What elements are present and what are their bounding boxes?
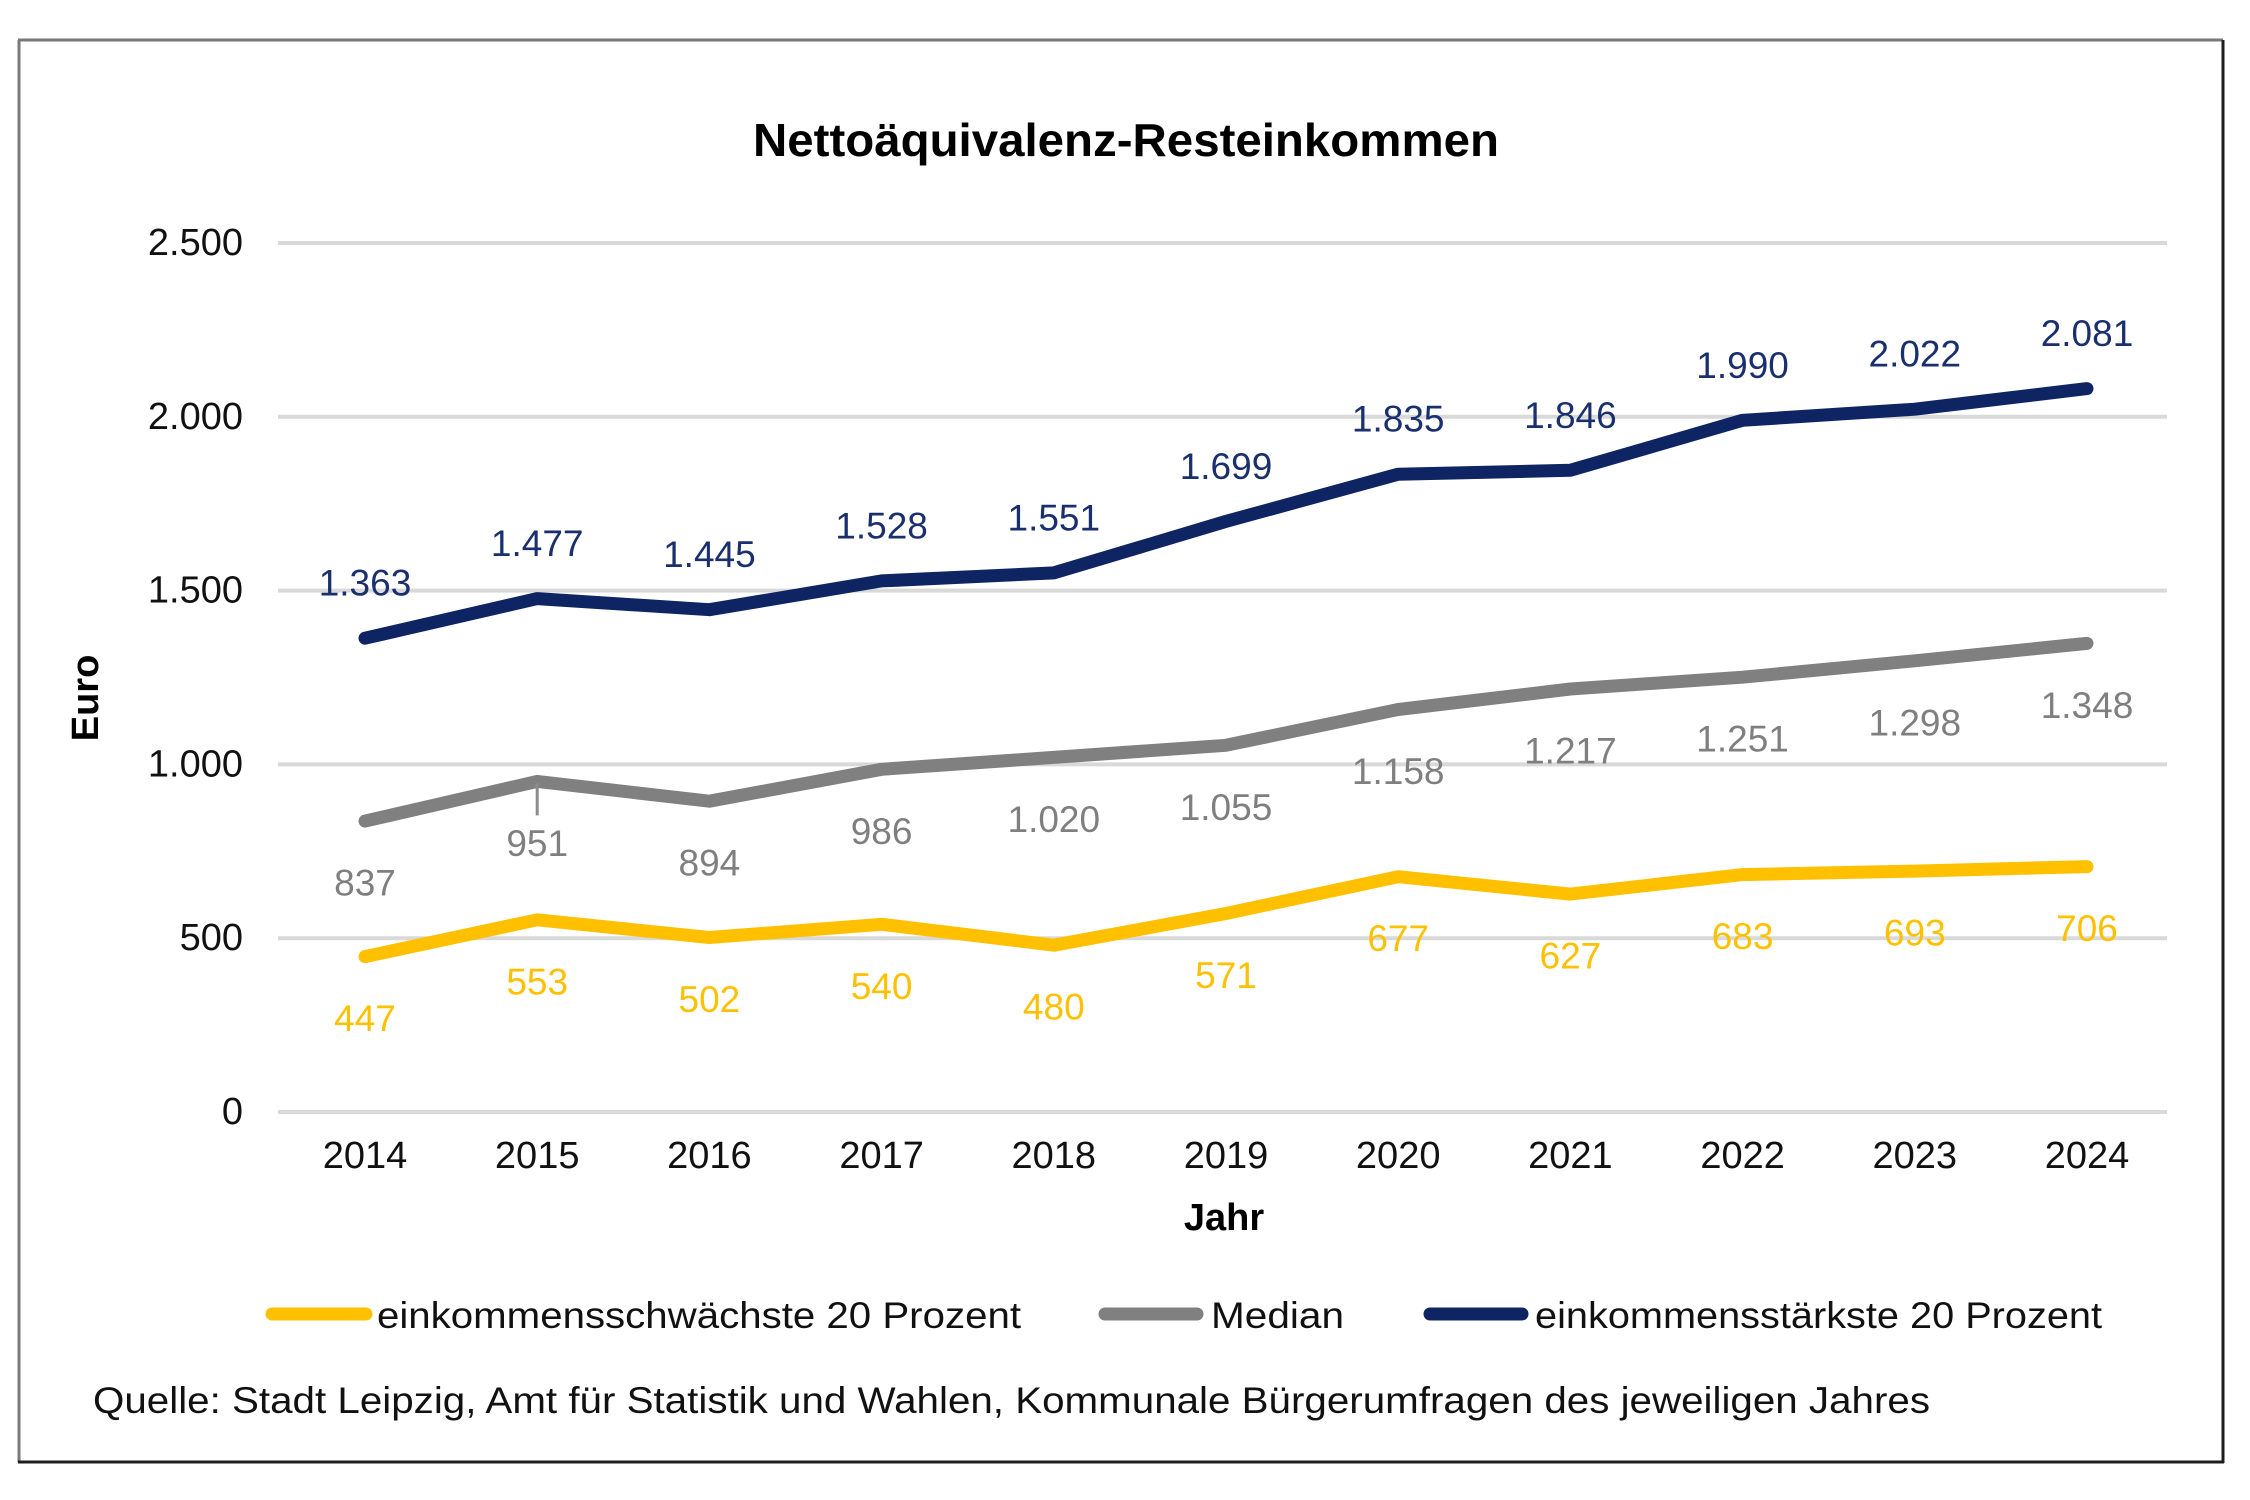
data-label-median: 1.298	[1869, 702, 1962, 743]
x-tick-label: 2021	[1528, 1135, 1613, 1177]
legend-label-median: Median	[1211, 1295, 1344, 1336]
data-label-median: 1.158	[1352, 751, 1445, 792]
x-tick-label: 2014	[323, 1135, 408, 1177]
data-label-lowest-20: 706	[2056, 908, 2118, 949]
x-tick-label: 2016	[667, 1135, 752, 1177]
data-label-highest-20: 2.081	[2041, 313, 2134, 354]
data-label-median: 1.055	[1180, 787, 1273, 828]
data-label-highest-20: 1.477	[491, 523, 584, 564]
legend: einkommensschwächste 20 Prozent Median e…	[265, 1295, 2103, 1336]
y-tick-label: 1.500	[148, 570, 243, 612]
data-label-lowest-20: 677	[1367, 918, 1429, 959]
y-axis-title: Euro	[65, 655, 107, 742]
x-tick-label: 2015	[495, 1135, 580, 1177]
legend-label-highest-20: einkommensstärkste 20 Prozent	[1535, 1295, 2103, 1336]
y-axis-tick-labels: 0 500 1.000 1.500 2.000 2.500	[148, 222, 243, 1133]
data-label-median: 1.217	[1524, 730, 1617, 771]
data-label-highest-20: 1.846	[1524, 395, 1617, 436]
data-label-highest-20: 1.990	[1696, 345, 1789, 386]
data-label-lowest-20: 571	[1195, 955, 1257, 996]
data-label-highest-20: 1.835	[1352, 399, 1445, 440]
x-tick-label: 2023	[1873, 1135, 1958, 1177]
data-label-median: 1.251	[1696, 719, 1789, 760]
data-label-median: 986	[851, 811, 913, 852]
y-tick-label: 500	[180, 917, 243, 959]
series-lines	[358, 382, 2094, 964]
y-tick-label: 1.000	[148, 743, 243, 785]
data-label-lowest-20: 447	[334, 998, 396, 1039]
data-label-lowest-20: 540	[851, 966, 913, 1007]
data-label-median: 894	[679, 843, 741, 884]
data-label-lowest-20: 480	[1023, 987, 1085, 1028]
data-label-highest-20: 1.551	[1008, 497, 1101, 538]
legend-item-highest-20[interactable]: einkommensstärkste 20 Prozent	[1423, 1295, 2103, 1336]
legend-item-median[interactable]: Median	[1098, 1295, 1344, 1336]
data-label-median: 951	[506, 823, 568, 864]
data-label-median: 1.020	[1008, 799, 1101, 840]
data-label-highest-20: 1.699	[1180, 446, 1273, 487]
x-tick-label: 2020	[1356, 1135, 1441, 1177]
data-label-median: 837	[334, 863, 396, 904]
data-label-highest-20: 2.022	[1869, 334, 1962, 375]
data-label-lowest-20: 502	[679, 979, 741, 1020]
chart-title: Nettoäquivalenz-Resteinkommen	[753, 114, 1499, 166]
source-note: Quelle: Stadt Leipzig, Amt für Statistik…	[93, 1380, 1930, 1421]
y-tick-label: 2.500	[148, 222, 243, 264]
data-label-lowest-20: 683	[1712, 916, 1774, 957]
y-tick-label: 2.000	[148, 396, 243, 438]
y-tick-label: 0	[222, 1091, 243, 1133]
legend-item-lowest-20[interactable]: einkommensschwächste 20 Prozent	[265, 1295, 1022, 1336]
legend-label-lowest-20: einkommensschwächste 20 Prozent	[377, 1295, 1022, 1336]
data-label-median: 1.348	[2041, 685, 2134, 726]
data-label-highest-20: 1.363	[319, 563, 412, 604]
data-label-highest-20: 1.528	[835, 505, 928, 546]
data-label-lowest-20: 627	[1540, 936, 1602, 977]
x-tick-label: 2022	[1700, 1135, 1785, 1177]
x-axis-title: Jahr	[1184, 1197, 1264, 1239]
x-tick-label: 2018	[1012, 1135, 1097, 1177]
x-axis-tick-labels: 2014 2015 2016 2017 2018 2019 2020 2021 2022 2023…	[323, 1135, 2130, 1177]
x-tick-label: 2019	[1184, 1135, 1269, 1177]
data-labels: 447 553 502 540 480 571 677 627 683 693 706 837 951 8…	[319, 313, 2134, 1039]
x-tick-label: 2017	[839, 1135, 924, 1177]
data-label-highest-20: 1.445	[663, 534, 756, 575]
data-label-lowest-20: 693	[1884, 913, 1946, 954]
data-label-lowest-20: 553	[506, 961, 568, 1002]
x-tick-label: 2024	[2045, 1135, 2130, 1177]
